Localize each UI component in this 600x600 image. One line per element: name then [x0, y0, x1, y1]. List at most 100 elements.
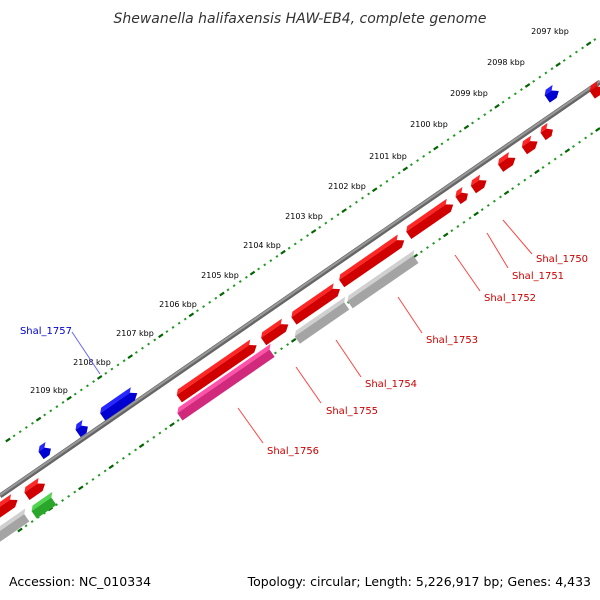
gene-feature-body: [0, 499, 18, 520]
gene-feature-body: [347, 255, 419, 309]
outer-tick: [188, 312, 195, 318]
outer-tick: [158, 333, 164, 339]
gene-label-shal-1750[interactable]: Shal_1750: [536, 254, 588, 265]
inner-tick: [67, 494, 71, 498]
outer-tick: [562, 58, 566, 62]
gene-label-shal-1751[interactable]: Shal_1751: [512, 271, 564, 282]
outer-tick: [196, 309, 199, 313]
inner-tick: [590, 132, 594, 136]
outer-tick: [318, 225, 322, 229]
outer-tick: [555, 62, 561, 67]
inner-tick: [503, 190, 510, 196]
gene-feature-top: [406, 198, 447, 232]
outer-tick: [379, 184, 383, 187]
inner-tick: [78, 485, 84, 491]
outer-tick: [501, 100, 505, 104]
inner-tick: [564, 148, 571, 153]
gene-feature-top: [455, 187, 463, 197]
gene-feature-top: [544, 84, 553, 96]
outer-tick: [330, 217, 334, 221]
outer-tick: [402, 166, 409, 172]
outer-tick: [140, 346, 144, 350]
inner-tick: [534, 169, 540, 175]
gene-feature-top: [31, 491, 53, 512]
inner-tick: [30, 520, 34, 524]
gene-feature-body: [291, 288, 341, 325]
gene-label-shal-1753[interactable]: Shal_1753: [426, 335, 478, 346]
outer-scale-ticks: [5, 38, 597, 443]
outer-tick: [409, 163, 413, 167]
inner-tick: [158, 431, 162, 435]
outer-tick: [263, 263, 267, 267]
outer-tick: [507, 96, 511, 100]
outer-tick: [446, 138, 450, 142]
inner-tick: [290, 337, 297, 343]
inner-tick: [103, 469, 107, 473]
gene-feature-top: [0, 494, 12, 513]
inner-tick: [146, 440, 150, 443]
gene-label-shal-1752[interactable]: Shal_1752: [484, 293, 536, 304]
outer-tick: [574, 50, 578, 54]
gene-feature-body: [406, 204, 454, 240]
gene-feature-body: [176, 345, 257, 403]
scale-label: 2097 kbp: [531, 27, 569, 36]
callout-line: [237, 407, 264, 444]
gene-label-shal-1757[interactable]: Shal_1757: [20, 326, 72, 337]
outer-tick: [367, 192, 371, 196]
outer-tick: [538, 75, 542, 79]
inner-tick: [529, 174, 533, 178]
outer-tick: [489, 109, 493, 112]
gene-feature-body: [24, 483, 46, 500]
inner-tick: [499, 195, 502, 199]
outer-tick: [219, 291, 225, 297]
gene-label-shal-1755[interactable]: Shal_1755: [326, 406, 378, 417]
outer-tick: [513, 92, 517, 96]
gene-feature: [100, 387, 138, 421]
gene-feature-top: [291, 283, 334, 318]
gene-feature-top: [339, 234, 398, 280]
gene-feature-top: [589, 80, 598, 92]
map-title: Shewanella halifaxensis HAW-EB4, complet…: [113, 11, 486, 27]
gene-feature: [24, 477, 46, 500]
gene-feature-top: [38, 442, 46, 452]
inner-tick: [541, 166, 545, 169]
inner-tick: [559, 153, 563, 157]
gene-feature-body: [455, 192, 468, 205]
outer-tick: [306, 234, 309, 238]
outer-tick: [96, 375, 103, 380]
outer-tick: [30, 421, 34, 425]
gene-feature: [589, 80, 600, 99]
inner-tick: [176, 418, 180, 422]
outer-tick: [532, 79, 536, 83]
outer-tick: [238, 280, 242, 283]
outer-tick: [153, 338, 157, 342]
outer-tick: [293, 242, 297, 246]
outer-tick: [49, 409, 53, 413]
gene-feature: [521, 135, 538, 155]
inner-tick: [578, 140, 582, 144]
outer-tick: [354, 200, 358, 204]
outer-tick: [440, 142, 444, 146]
outer-tick: [134, 350, 138, 354]
gene-feature: [261, 318, 289, 346]
outer-tick: [471, 121, 475, 125]
accession-text: Accession: NC_010334: [9, 574, 151, 589]
outer-tick: [433, 145, 439, 151]
scale-label: 2102 kbp: [328, 182, 366, 191]
inner-tick: [547, 161, 551, 165]
gene-feature: [470, 174, 487, 194]
gene-label-shal-1756[interactable]: Shal_1756: [267, 446, 319, 457]
gene-feature-body: [38, 447, 51, 460]
gene-feature-body: [589, 86, 600, 99]
gene-feature-body: [294, 302, 350, 344]
gene-feature: [0, 508, 30, 542]
inner-tick: [419, 250, 423, 254]
outer-tick: [287, 246, 291, 250]
gene-feature-top: [0, 508, 26, 535]
outer-tick: [92, 380, 96, 384]
outer-tick: [43, 413, 47, 417]
gene-feature-body: [31, 497, 57, 519]
gene-label-shal-1754[interactable]: Shal_1754: [365, 379, 417, 390]
gene-feature: [38, 442, 51, 460]
inner-tick: [73, 490, 77, 494]
